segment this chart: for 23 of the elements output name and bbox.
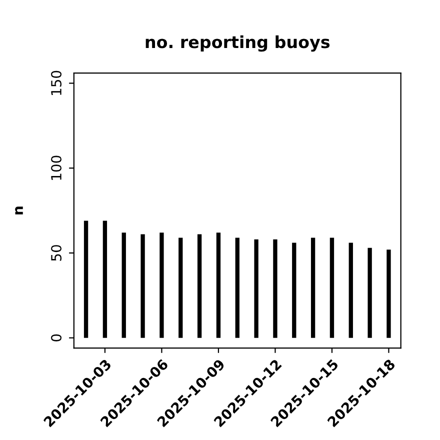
- bar: [368, 248, 372, 338]
- bar: [310, 238, 316, 338]
- bar: [386, 250, 391, 338]
- y-tick-label: 100: [51, 156, 62, 180]
- bar: [254, 239, 258, 338]
- chart-title: no. reporting buoys: [146, 35, 330, 52]
- bar: [160, 232, 164, 338]
- y-axis-title: n: [15, 206, 23, 214]
- bar: [84, 220, 88, 338]
- y-tick-label: 150: [51, 70, 62, 95]
- bar: [197, 234, 202, 338]
- bar: [178, 238, 183, 338]
- bar: [235, 238, 240, 338]
- bar: [216, 232, 221, 338]
- bar: [348, 242, 353, 338]
- y-tick-label: 50: [51, 245, 62, 261]
- bar: [140, 234, 145, 338]
- y-tick-label: 0: [51, 334, 62, 342]
- bar: [292, 242, 296, 338]
- bar: [330, 238, 334, 338]
- bar: [102, 220, 108, 338]
- bar: [273, 239, 278, 338]
- bar: [122, 232, 126, 338]
